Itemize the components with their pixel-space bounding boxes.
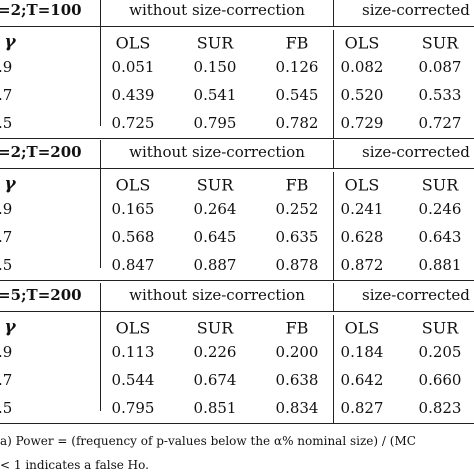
cell: 0.834 <box>275 399 319 417</box>
divider <box>333 172 334 280</box>
gamma-header: γ <box>4 32 16 52</box>
divider <box>333 30 334 138</box>
cell: 0.150 <box>193 58 237 76</box>
cell: 0.200 <box>275 343 319 361</box>
cell: 0.051 <box>111 58 155 76</box>
rule <box>0 26 474 27</box>
gamma-header: γ <box>4 317 16 337</box>
divider <box>333 283 334 311</box>
column-header: FB <box>285 318 309 338</box>
column-header: OLS <box>344 33 380 53</box>
cell: 0.645 <box>193 228 237 246</box>
panel-label: =5;T=200 <box>0 286 82 304</box>
rule <box>0 423 474 424</box>
divider <box>333 315 334 423</box>
divider <box>100 0 101 126</box>
footnote: < 1 indicates a false Ho. <box>0 458 149 472</box>
column-header: OLS <box>344 175 380 195</box>
cell: 0.205 <box>418 343 462 361</box>
row-label: .7 <box>0 228 13 246</box>
divider <box>100 140 101 268</box>
cell: 0.851 <box>193 399 237 417</box>
group-header: size-corrected <box>362 143 470 161</box>
cell: 0.872 <box>340 256 384 274</box>
row-label: .9 <box>0 200 13 218</box>
cell: 0.541 <box>193 86 237 104</box>
cell: 0.126 <box>275 58 319 76</box>
column-header: FB <box>285 33 309 53</box>
cell: 0.533 <box>418 86 462 104</box>
cell: 0.847 <box>111 256 155 274</box>
cell: 0.635 <box>275 228 319 246</box>
cell: 0.795 <box>193 114 237 132</box>
cell: 0.165 <box>111 200 155 218</box>
cell: 0.246 <box>418 200 462 218</box>
group-header: without size-correction <box>129 143 305 161</box>
column-header: SUR <box>421 175 459 195</box>
panel-label: =2;T=100 <box>0 1 82 19</box>
group-header: size-corrected <box>362 1 470 19</box>
rule <box>0 311 474 312</box>
column-header: SUR <box>196 33 234 53</box>
divider <box>333 0 334 26</box>
cell: 0.881 <box>418 256 462 274</box>
row-label: .9 <box>0 343 13 361</box>
cell: 0.544 <box>111 371 155 389</box>
column-header: SUR <box>196 318 234 338</box>
gamma-header: γ <box>4 174 16 194</box>
cell: 0.674 <box>193 371 237 389</box>
cell: 0.643 <box>418 228 462 246</box>
cell: 0.545 <box>275 86 319 104</box>
cell: 0.184 <box>340 343 384 361</box>
cell: 0.725 <box>111 114 155 132</box>
column-header: OLS <box>115 175 151 195</box>
panel-label: =2;T=200 <box>0 143 82 161</box>
cell: 0.087 <box>418 58 462 76</box>
cell: 0.887 <box>193 256 237 274</box>
column-header: SUR <box>421 33 459 53</box>
divider <box>100 283 101 411</box>
row-label: .7 <box>0 371 13 389</box>
rule <box>0 168 474 169</box>
column-header: OLS <box>115 318 151 338</box>
column-header: OLS <box>115 33 151 53</box>
cell: 0.638 <box>275 371 319 389</box>
cell: 0.782 <box>275 114 319 132</box>
cell: 0.568 <box>111 228 155 246</box>
row-label: .7 <box>0 86 13 104</box>
cell: 0.878 <box>275 256 319 274</box>
cell: 0.252 <box>275 200 319 218</box>
cell: 0.241 <box>340 200 384 218</box>
cell: 0.264 <box>193 200 237 218</box>
row-label: .5 <box>0 114 13 132</box>
row-label: .5 <box>0 256 13 274</box>
cell: 0.113 <box>111 343 155 361</box>
cell: 0.642 <box>340 371 384 389</box>
cell: 0.439 <box>111 86 155 104</box>
row-label: .9 <box>0 58 13 76</box>
cell: 0.082 <box>340 58 384 76</box>
cell: 0.729 <box>340 114 384 132</box>
cell: 0.226 <box>193 343 237 361</box>
column-header: OLS <box>344 318 380 338</box>
column-header: SUR <box>421 318 459 338</box>
rule <box>0 138 474 139</box>
group-header: without size-correction <box>129 1 305 19</box>
cell: 0.823 <box>418 399 462 417</box>
cell: 0.520 <box>340 86 384 104</box>
divider <box>333 140 334 168</box>
group-header: size-corrected <box>362 286 470 304</box>
row-label: .5 <box>0 399 13 417</box>
column-header: FB <box>285 175 309 195</box>
column-header: SUR <box>196 175 234 195</box>
cell: 0.795 <box>111 399 155 417</box>
footnote: a) Power = (frequency of p-values below … <box>0 434 416 448</box>
cell: 0.827 <box>340 399 384 417</box>
cell: 0.660 <box>418 371 462 389</box>
cell: 0.727 <box>418 114 462 132</box>
cell: 0.628 <box>340 228 384 246</box>
rule <box>0 280 474 281</box>
group-header: without size-correction <box>129 286 305 304</box>
